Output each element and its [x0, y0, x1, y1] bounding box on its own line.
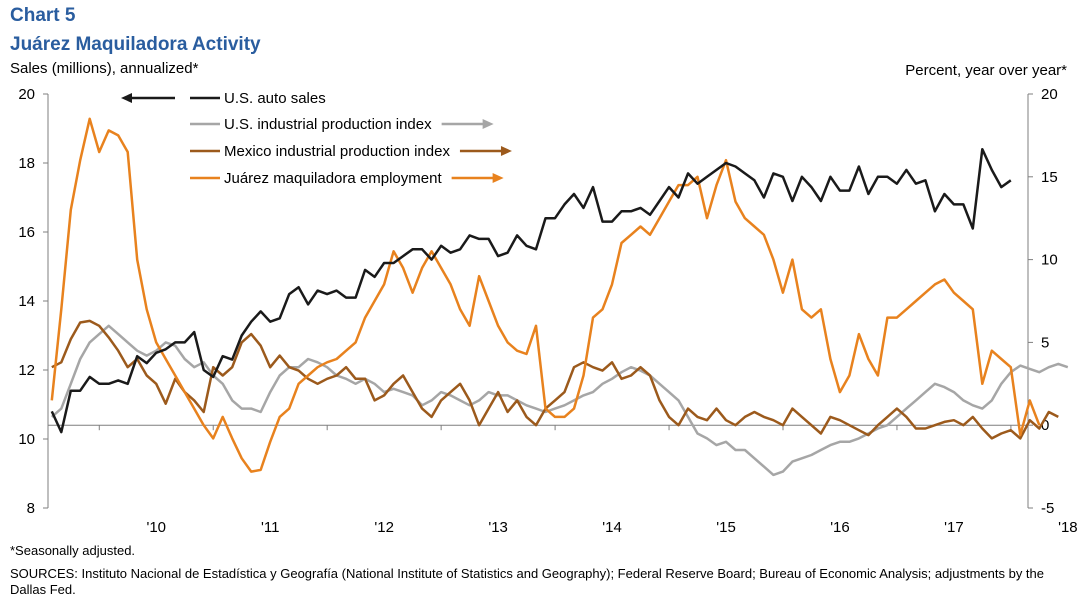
legend-label-u-s-industrial-production-index: U.S. industrial production index: [224, 116, 432, 133]
series-layer: [50, 117, 1069, 477]
legend-arrowhead-right: [482, 119, 494, 129]
legend-label-ju-rez-maquiladora-employment: Juárez maquiladora employment: [224, 170, 442, 187]
left-axis-title: Sales (millions), annualized*: [10, 60, 199, 77]
left-tick-label: 20: [18, 86, 35, 103]
legend-label-u-s-auto-sales: U.S. auto sales: [224, 90, 326, 107]
left-tick-label: 10: [18, 431, 35, 448]
x-tick-label: '15: [716, 519, 736, 536]
right-tick-label: 0: [1041, 417, 1049, 434]
legend-arrowhead-left: [121, 93, 132, 103]
footnote: *Seasonally adjusted.: [10, 543, 136, 558]
chart-title: Juárez Maquiladora Activity: [10, 34, 261, 55]
x-tick-label: '12: [374, 519, 394, 536]
left-tick-label: 8: [27, 500, 35, 517]
right-tick-label: 5: [1041, 334, 1049, 351]
right-tick-label: -5: [1041, 500, 1054, 517]
right-axis-ticks: -5 0 5 10 15 20: [1028, 86, 1058, 517]
ju-rez-maquiladora-employment-line: [50, 117, 1041, 473]
u-s-auto-sales-line: [50, 147, 1012, 434]
left-tick-label: 16: [18, 224, 35, 241]
x-tick-label: '10: [146, 519, 166, 536]
left-tick-label: 18: [18, 155, 35, 172]
left-axis-ticks: 8 10 12 14 16 18 20: [18, 86, 48, 517]
right-tick-label: 15: [1041, 169, 1058, 186]
x-tick-label: '14: [602, 519, 622, 536]
x-tick-label: '11: [261, 519, 279, 536]
legend-arrowhead-right: [492, 173, 504, 183]
x-axis-ticks: '10 '11 '12 '13 '14 '15 '16 '17 '18: [98, 425, 1077, 536]
u-s-industrial-production-index-line: [50, 324, 1069, 477]
x-tick-label: '13: [488, 519, 508, 536]
x-tick-label: '16: [830, 519, 850, 536]
sources-note: SOURCES: Instituto Nacional de Estadísti…: [10, 566, 1045, 597]
right-axis-title: Percent, year over year*: [905, 62, 1067, 79]
legend-label-mexico-industrial-production-index: Mexico industrial production index: [224, 143, 450, 160]
left-tick-label: 12: [18, 362, 35, 379]
x-tick-label: '18: [1058, 519, 1077, 536]
right-tick-label: 20: [1041, 86, 1058, 103]
right-tick-label: 10: [1041, 252, 1058, 269]
legend: U.S. auto sales U.S. industrial productio…: [121, 90, 512, 187]
x-tick-label: '17: [944, 519, 964, 536]
mexico-industrial-production-index-line: [51, 319, 1059, 440]
plot-frame: [47, 94, 1029, 508]
chart-number: Chart 5: [10, 5, 76, 26]
left-tick-label: 14: [18, 293, 35, 310]
legend-arrowhead-right: [500, 146, 512, 156]
